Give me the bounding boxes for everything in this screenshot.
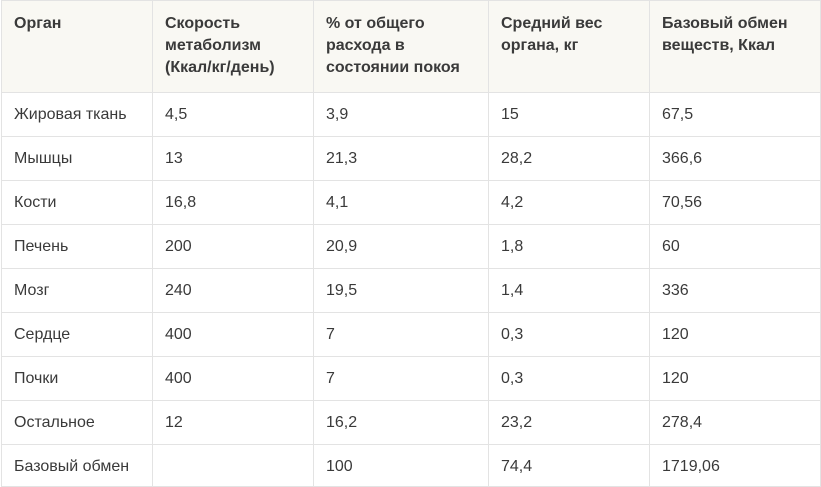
table-header: Орган Скорость метаболизм (Ккал/кг/день)…: [1, 0, 821, 93]
header-avg-weight: Средний вес органа, кг: [488, 0, 650, 93]
cell-organ: Мышцы: [1, 136, 153, 181]
table-row: Мышцы 13 21,3 28,2 366,6: [1, 136, 821, 181]
cell-metabolic-rate: 240: [152, 268, 314, 313]
table-row: Мозг 240 19,5 1,4 336: [1, 268, 821, 313]
header-metabolic-rate: Скорость метаболизм (Ккал/кг/день): [152, 0, 314, 93]
cell-percent-resting: 21,3: [313, 136, 489, 181]
cell-organ: Почки: [1, 356, 153, 401]
cell-avg-weight: 1,8: [488, 224, 650, 269]
cell-avg-weight: 15: [488, 92, 650, 137]
cell-avg-weight: 4,2: [488, 180, 650, 225]
cell-basal-metabolism: 336: [649, 268, 821, 313]
table-row: Печень 200 20,9 1,8 60: [1, 224, 821, 269]
header-row: Орган Скорость метаболизм (Ккал/кг/день)…: [1, 0, 821, 93]
table-row: Сердце 400 7 0,3 120: [1, 312, 821, 357]
cell-organ: Печень: [1, 224, 153, 269]
cell-percent-resting: 100: [313, 444, 489, 487]
cell-percent-resting: 19,5: [313, 268, 489, 313]
cell-avg-weight: 28,2: [488, 136, 650, 181]
cell-basal-metabolism: 278,4: [649, 400, 821, 445]
cell-basal-metabolism: 70,56: [649, 180, 821, 225]
cell-organ: Сердце: [1, 312, 153, 357]
table-body: Жировая ткань 4,5 3,9 15 67,5 Мышцы 13 2…: [1, 92, 821, 487]
cell-basal-metabolism: 1719,06: [649, 444, 821, 487]
cell-metabolic-rate: [152, 444, 314, 487]
header-percent-resting: % от общего расхода в состоянии покоя: [313, 0, 489, 93]
header-basal-metabolism: Базовый обмен веществ, Ккал: [649, 0, 821, 93]
table-row: Кости 16,8 4,1 4,2 70,56: [1, 180, 821, 225]
cell-metabolic-rate: 16,8: [152, 180, 314, 225]
header-organ: Орган: [1, 0, 153, 93]
cell-percent-resting: 7: [313, 356, 489, 401]
cell-avg-weight: 0,3: [488, 312, 650, 357]
cell-metabolic-rate: 13: [152, 136, 314, 181]
cell-metabolic-rate: 200: [152, 224, 314, 269]
cell-basal-metabolism: 60: [649, 224, 821, 269]
cell-avg-weight: 0,3: [488, 356, 650, 401]
table-row: Почки 400 7 0,3 120: [1, 356, 821, 401]
cell-percent-resting: 4,1: [313, 180, 489, 225]
cell-metabolic-rate: 12: [152, 400, 314, 445]
table-row-total: Базовый обмен 100 74,4 1719,06: [1, 444, 821, 487]
cell-organ: Остальное: [1, 400, 153, 445]
cell-organ: Кости: [1, 180, 153, 225]
cell-percent-resting: 7: [313, 312, 489, 357]
cell-metabolic-rate: 400: [152, 356, 314, 401]
cell-basal-metabolism: 366,6: [649, 136, 821, 181]
cell-organ: Мозг: [1, 268, 153, 313]
cell-avg-weight: 23,2: [488, 400, 650, 445]
cell-basal-metabolism: 67,5: [649, 92, 821, 137]
table-row: Остальное 12 16,2 23,2 278,4: [1, 400, 821, 445]
cell-basal-metabolism: 120: [649, 356, 821, 401]
cell-organ: Жировая ткань: [1, 92, 153, 137]
cell-organ: Базовый обмен: [1, 444, 153, 487]
table-row: Жировая ткань 4,5 3,9 15 67,5: [1, 92, 821, 137]
cell-percent-resting: 20,9: [313, 224, 489, 269]
cell-percent-resting: 16,2: [313, 400, 489, 445]
cell-metabolic-rate: 400: [152, 312, 314, 357]
cell-avg-weight: 1,4: [488, 268, 650, 313]
cell-basal-metabolism: 120: [649, 312, 821, 357]
cell-percent-resting: 3,9: [313, 92, 489, 137]
cell-avg-weight: 74,4: [488, 444, 650, 487]
cell-metabolic-rate: 4,5: [152, 92, 314, 137]
